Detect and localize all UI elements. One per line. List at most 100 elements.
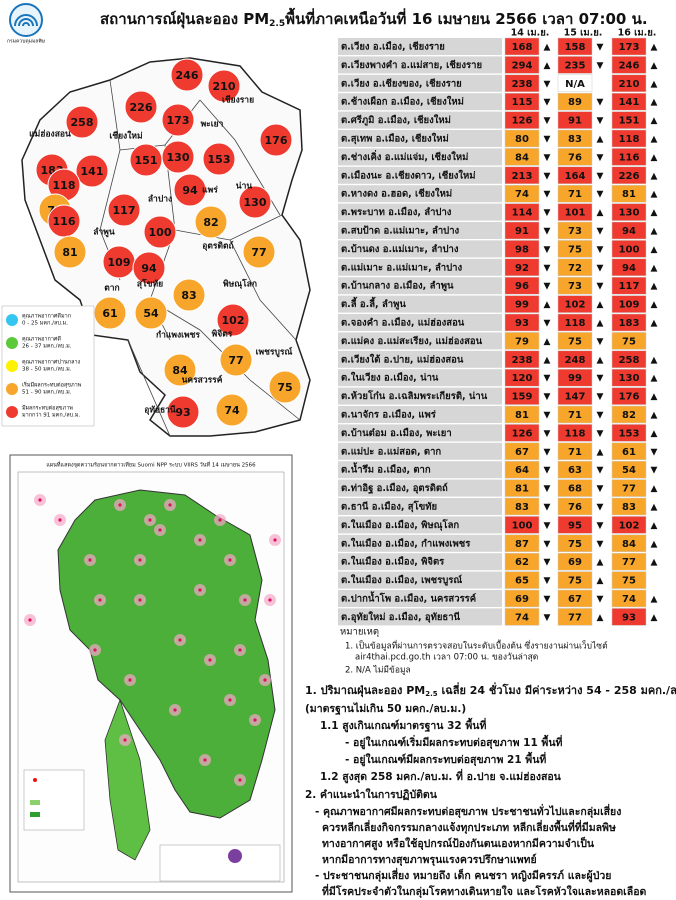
- value-text: 67: [568, 594, 582, 605]
- trend-arrow: ▼: [544, 613, 551, 623]
- value-cell: [611, 221, 647, 240]
- hotspot-dot: [98, 598, 102, 602]
- aqi-bubble: [242, 235, 276, 269]
- trend-arrow: ▼: [544, 153, 551, 163]
- value-cell: [557, 608, 593, 626]
- value-cell: [611, 479, 647, 497]
- bubble-value: 153: [208, 153, 231, 166]
- value-text: 159: [512, 392, 533, 403]
- station-name: ต.ในเวียง อ.เมือง, น่าน: [341, 372, 439, 384]
- value-text: 61: [622, 447, 636, 458]
- bubble-value: 210: [213, 80, 236, 93]
- value-text: 248: [565, 355, 586, 366]
- title-subscript: 2.5: [269, 19, 285, 29]
- trend-arrow: ▲: [651, 135, 658, 145]
- value-cell: [557, 148, 593, 166]
- station-cell: [338, 74, 502, 92]
- station-cell: [338, 240, 502, 258]
- hotspot-dot: [38, 498, 42, 502]
- station-cell: [338, 350, 502, 368]
- summary-line: (มาตรฐานไม่เกิน 50 มคก./ลบ.ม.): [305, 702, 466, 715]
- station-name: ต.ช่างเคิ่ง อ.แม่แจ่ม, เชียงใหม่: [341, 149, 468, 163]
- station-name: ต.เวียง อ.เชียงของ, เชียงราย: [341, 77, 462, 89]
- station-cell: [338, 406, 502, 423]
- trend-arrow: ▲: [651, 539, 658, 549]
- aqi-bubble: [194, 205, 228, 239]
- value-text: 74: [515, 189, 529, 200]
- value-text: 73: [568, 281, 582, 292]
- hotspot-dot: [238, 648, 242, 652]
- bubble-value: 54: [143, 307, 159, 320]
- station-name: ต.หางดง อ.ฮอด, เชียงใหม่: [341, 188, 452, 200]
- station-cell: [338, 56, 502, 74]
- value-cell: [557, 368, 593, 387]
- bubble-value: 77: [251, 246, 266, 259]
- trend-arrow: ▼: [597, 61, 604, 71]
- trend-arrow: ▼: [544, 227, 551, 237]
- value-cell: [557, 405, 593, 424]
- value-text: 141: [619, 97, 640, 108]
- trend-arrow: ▲: [597, 208, 604, 218]
- hotspot-dot: [173, 708, 177, 712]
- trend-arrow: ▼: [544, 595, 551, 605]
- trend-arrow: ▼: [544, 558, 551, 568]
- value-cell: [611, 74, 647, 93]
- trend-arrow: ▲: [597, 300, 604, 310]
- value-cell: [611, 313, 647, 332]
- value-cell: [504, 276, 540, 295]
- trend-arrow: ▼: [544, 116, 551, 126]
- trend-arrow: ▼: [597, 153, 604, 163]
- notes-heading: หมายเหตุ: [340, 627, 379, 638]
- hotspot-title: แผนที่แสดงจุดความร้อนจากดาวเทียม Suomi N…: [46, 461, 256, 469]
- summary-first-line: 1. ปริมาณฝุ่นละออง PM2.5 เฉลี่ย 24 ชั่วโ…: [305, 682, 676, 698]
- value-text: 95: [568, 520, 582, 531]
- trend-arrow: ▲: [651, 43, 658, 53]
- hotspot-dots: [24, 494, 281, 786]
- aqi-bubble: [53, 235, 87, 269]
- value-cell: [557, 37, 593, 56]
- station-cell: [338, 461, 502, 479]
- value-cell: [611, 350, 647, 369]
- value-cell: [504, 111, 540, 129]
- value-text: 84: [515, 152, 529, 163]
- hotspot-dot: [128, 678, 132, 682]
- value-cell: [504, 589, 540, 608]
- trend-arrow: ▼: [597, 429, 604, 439]
- trend-arrow: ▼: [597, 521, 604, 531]
- value-text: 64: [515, 465, 529, 476]
- value-text: 100: [512, 520, 533, 531]
- trend-arrow: ▼: [544, 374, 551, 384]
- station-name: ต.แม่ปะ อ.แม่สอด, ตาก: [341, 445, 441, 457]
- station-name: ต.ในเมือง อ.เมือง, พิษณุโลก: [341, 519, 459, 531]
- province-label: เชียงใหม่: [109, 131, 142, 142]
- logo-text: กรมควบคุมมลพิษ: [7, 38, 46, 45]
- station-cell: [338, 185, 502, 203]
- value-cell: [611, 56, 647, 74]
- trend-arrow: ▼: [544, 539, 551, 549]
- station-name: ต.เวียงใต้ อ.ปาย, แม่ฮ่องสอน: [341, 353, 464, 365]
- province-label: ลำพูน: [93, 227, 115, 238]
- trend-arrow: ▲: [651, 411, 658, 421]
- hotspot-dot: [168, 503, 172, 507]
- hotspot-dot: [138, 598, 142, 602]
- legend-label: คุณภาพอากาศปานกลาง: [22, 359, 81, 366]
- trend-arrow: ▼: [544, 135, 551, 145]
- value-text: 120: [512, 373, 533, 384]
- value-cell: [504, 368, 540, 387]
- aqi-bubble: [173, 173, 207, 207]
- value-text: 109: [619, 300, 640, 311]
- value-text: 99: [568, 373, 582, 384]
- trend-arrow: ▲: [651, 153, 658, 163]
- value-text: 77: [622, 484, 636, 495]
- aqi-bubble: [172, 278, 206, 312]
- value-text: 118: [619, 134, 640, 145]
- value-text: 168: [512, 42, 533, 53]
- aqi-bubble: [134, 296, 168, 330]
- summary-line: - คุณภาพอากาศมีผลกระทบต่อสุขภาพ ประชาชนท…: [315, 803, 621, 819]
- aqi-bubble: [215, 393, 249, 427]
- trend-arrow: ▼: [597, 392, 604, 402]
- hotspot-dot: [158, 528, 162, 532]
- trend-arrow: ▲: [651, 503, 658, 513]
- column-header: 14 เม.ย.: [511, 28, 550, 39]
